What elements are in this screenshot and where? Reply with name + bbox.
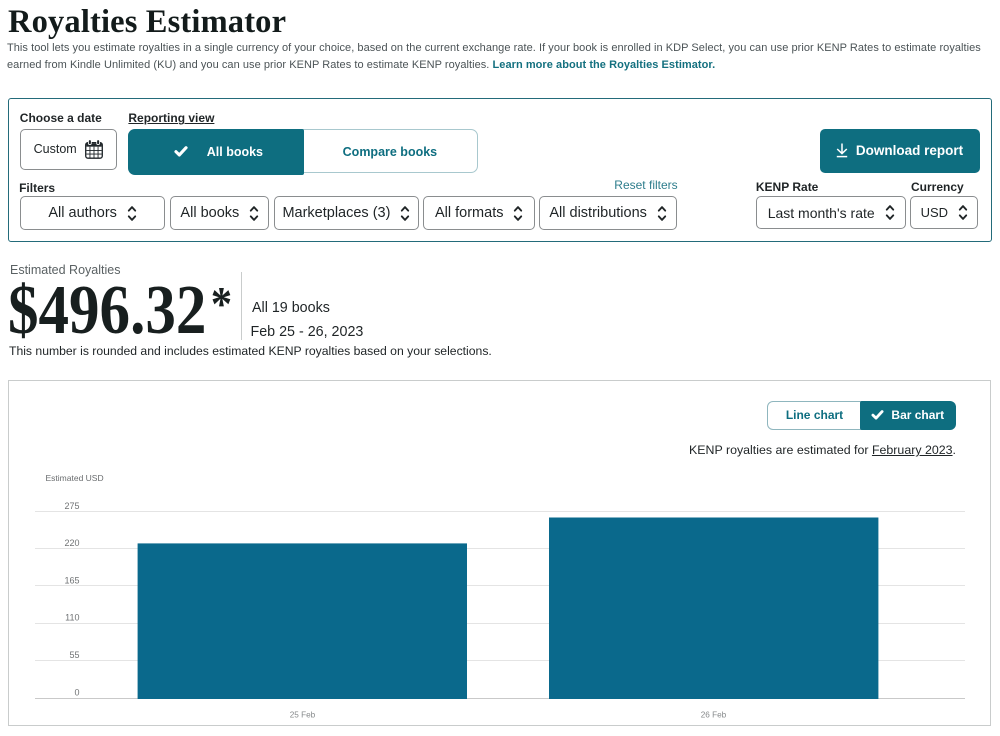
svg-text:25 Feb: 25 Feb — [290, 711, 316, 720]
svg-text:110: 110 — [65, 613, 79, 623]
svg-text:220: 220 — [64, 538, 79, 548]
svg-text:0: 0 — [74, 688, 79, 698]
svg-text:Estimated USD: Estimated USD — [46, 473, 104, 483]
svg-text:26 Feb: 26 Feb — [701, 711, 727, 720]
svg-text:55: 55 — [69, 650, 79, 660]
svg-text:165: 165 — [64, 575, 79, 585]
svg-text:275: 275 — [64, 501, 79, 511]
